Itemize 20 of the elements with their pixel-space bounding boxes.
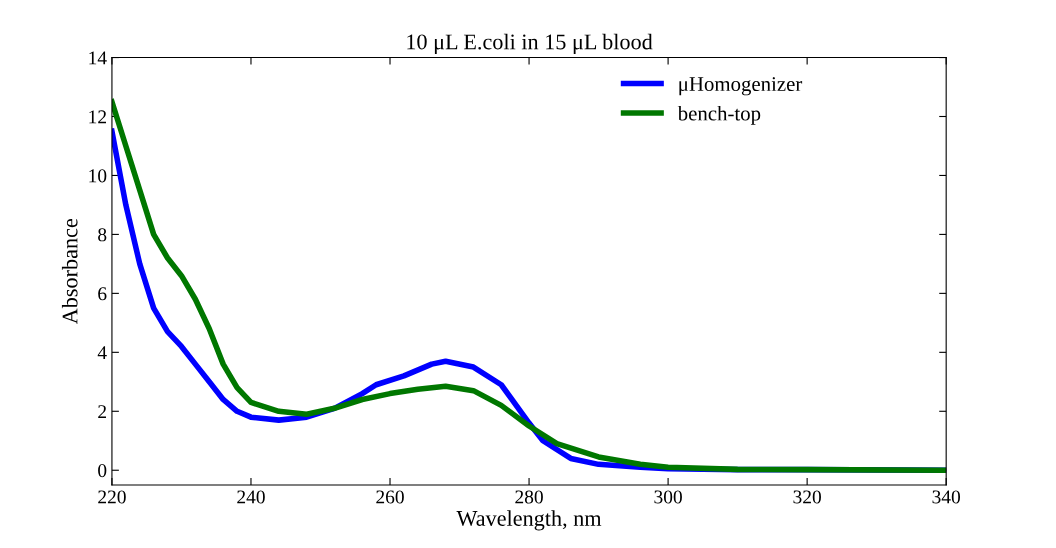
y-tick-label: 4 (97, 346, 107, 360)
legend-label: bench-top (677, 105, 761, 125)
y-tick-label: 6 (98, 287, 107, 301)
x-axis-title: Wavelength, nm (456, 510, 602, 531)
x-tick-label: 240 (237, 490, 265, 504)
x-tick-label: 220 (98, 490, 126, 504)
legend-label: μHomogenizer (679, 77, 803, 96)
y-tick-label: 8 (98, 228, 107, 242)
y-axis-title: Absorbance (61, 218, 78, 325)
x-tick-label: 300 (654, 490, 682, 504)
y-tick-label: 2 (98, 405, 106, 419)
chart-title: 10 μL E.coli in 15 μL blood (407, 33, 653, 54)
y-tick-label: 14 (89, 51, 107, 65)
y-tick-label: 10 (89, 169, 107, 183)
y-tick-label: 12 (89, 110, 106, 124)
x-tick-label: 260 (376, 490, 404, 504)
x-tick-label: 320 (793, 490, 821, 504)
x-tick-label: 280 (515, 490, 543, 504)
y-tick-label: 0 (98, 464, 107, 478)
x-tick-label: 340 (932, 490, 961, 504)
